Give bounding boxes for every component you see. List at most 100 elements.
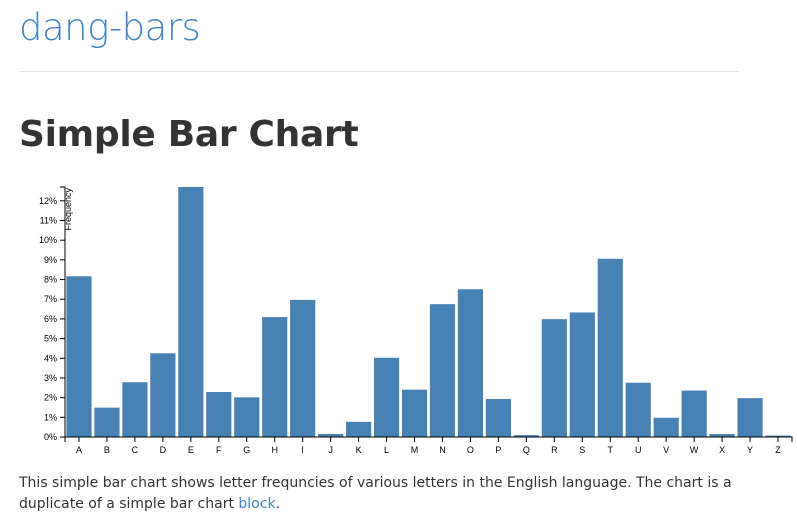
x-tick-c: C [132, 437, 139, 455]
bar-j [318, 433, 344, 437]
bar-s [569, 312, 595, 437]
y-tick-label: 2% [44, 393, 57, 403]
y-tick-5: 5% [44, 334, 65, 344]
y-tick-6: 6% [44, 314, 65, 324]
y-tick-label: 11% [40, 215, 57, 225]
x-tick-z: Z [775, 437, 781, 455]
x-tick-label: D [160, 445, 167, 455]
x-tick-x: X [719, 437, 725, 455]
bar-h [262, 317, 288, 437]
x-tick-label: G [243, 445, 250, 455]
x-tick-label: K [356, 445, 362, 455]
x-tick-label: B [104, 445, 110, 455]
bar-chart: A B C D E F G H I J K L M N O P Q R S T U V W X Y Z 0% 1% 2% 3% 4% 5% 6… [39, 186, 793, 455]
x-tick-label: C [132, 445, 139, 455]
x-tick-label: Z [775, 445, 781, 455]
x-tick-a: A [76, 437, 82, 455]
y-tick-label: 7% [44, 294, 57, 304]
x-tick-label: X [719, 445, 725, 455]
x-tick-k: K [356, 437, 362, 455]
x-tick-r: R [551, 437, 558, 455]
page-title: Simple Bar Chart [19, 114, 359, 155]
y-tick-label: 9% [44, 255, 57, 265]
x-tick-label: F [216, 445, 222, 455]
x-tick-v: V [663, 437, 669, 455]
bar-v [653, 417, 679, 437]
bar-l [373, 357, 400, 437]
y-tick-1: 1% [44, 412, 65, 422]
x-tick-label: H [271, 445, 278, 455]
bar-p [485, 399, 511, 437]
bar-g [234, 397, 260, 437]
bar-r [541, 319, 567, 437]
block-link[interactable]: block [238, 496, 276, 512]
bar-t [597, 258, 623, 437]
bar-b [94, 407, 120, 437]
y-tick-label: 10% [39, 235, 57, 245]
y-tick-label: 12% [39, 196, 57, 206]
y-tick-8: 8% [44, 275, 65, 285]
y-axis-label: Frequency [63, 188, 73, 231]
x-tick-g: G [243, 437, 250, 455]
x-tick-h: H [271, 437, 278, 455]
bars-group [66, 187, 791, 437]
x-tick-label: T [608, 445, 614, 455]
y-tick-9: 9% [44, 255, 65, 265]
x-tick-label: W [690, 445, 699, 455]
header-divider [19, 71, 739, 72]
x-tick-q: Q [523, 437, 530, 455]
x-tick-l: L [384, 437, 389, 455]
description-text: This simple bar chart shows letter frequ… [19, 475, 732, 512]
x-tick-p: P [495, 437, 501, 455]
chart-description: This simple bar chart shows letter frequ… [19, 473, 779, 515]
x-tick-label: E [188, 445, 194, 455]
bar-w [681, 390, 707, 437]
x-tick-label: L [384, 445, 389, 455]
y-tick-label: 5% [44, 334, 57, 344]
x-tick-s: S [579, 437, 585, 455]
y-tick-4: 4% [44, 353, 65, 363]
x-tick-y: Y [747, 437, 753, 455]
bar-c [122, 382, 148, 437]
x-tick-w: W [690, 437, 699, 455]
x-tick-m: M [411, 437, 419, 455]
y-tick-10: 10% [39, 235, 65, 245]
x-tick-t: T [608, 437, 614, 455]
y-tick-label: 1% [44, 412, 57, 422]
bar-y [737, 398, 763, 437]
x-axis: A B C D E F G H I J K L M N O P Q R S T U V W X Y Z [64, 436, 793, 455]
x-tick-label: R [551, 445, 558, 455]
bar-z [765, 435, 791, 437]
y-tick-label: 3% [44, 373, 57, 383]
y-tick-label: 8% [44, 275, 57, 285]
x-tick-f: F [216, 437, 222, 455]
bar-e [178, 187, 204, 437]
bar-n [429, 304, 456, 437]
x-tick-label: A [76, 445, 82, 455]
y-tick-11: 11% [40, 215, 65, 225]
bar-d [150, 353, 176, 437]
x-tick-label: O [467, 445, 474, 455]
bar-m [401, 389, 428, 437]
x-tick-label: S [579, 445, 585, 455]
y-tick-2: 2% [44, 393, 65, 403]
y-tick-label: 4% [44, 353, 57, 363]
y-axis-line [60, 186, 66, 438]
x-tick-label: P [495, 445, 501, 455]
x-tick-d: D [160, 437, 167, 455]
x-tick-label: I [301, 445, 304, 455]
bar-k [346, 421, 372, 437]
x-tick-label: Q [523, 445, 530, 455]
bar-i [290, 299, 316, 437]
bar-o [457, 289, 484, 437]
description-end: . [275, 496, 281, 512]
bar-a [66, 276, 92, 437]
x-tick-label: U [635, 445, 642, 455]
x-tick-j: J [328, 437, 333, 455]
x-tick-label: M [411, 445, 419, 455]
x-tick-b: B [104, 437, 110, 455]
bar-u [625, 382, 651, 437]
bar-q [513, 435, 539, 437]
site-title-link[interactable]: dang-bars [19, 6, 201, 49]
y-axis: 0% 1% 2% 3% 4% 5% 6% 7% 8% 9% 10% 11% 12% [39, 186, 66, 442]
